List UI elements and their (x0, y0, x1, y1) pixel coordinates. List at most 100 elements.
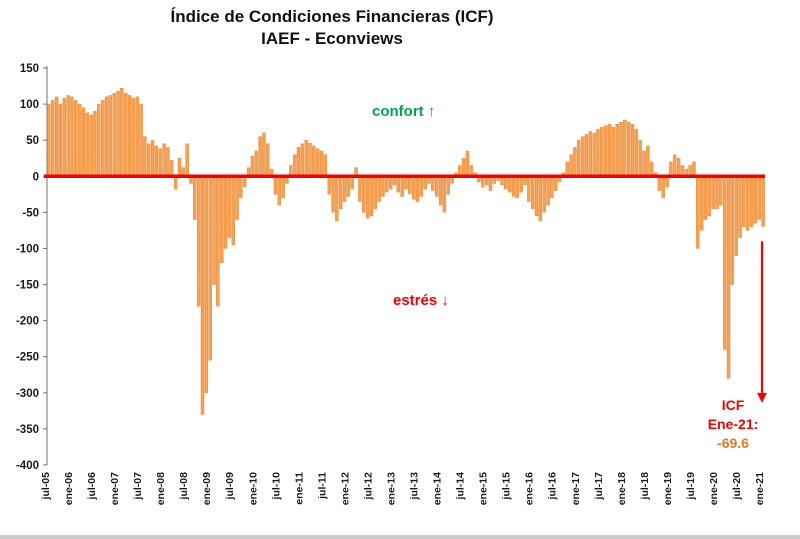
bar (423, 176, 427, 190)
bar (527, 176, 531, 202)
bar (707, 176, 712, 217)
x-tick-label: jul-18 (639, 472, 651, 501)
bar (177, 158, 182, 177)
bar (419, 176, 424, 197)
icf-callout-line2: Ene-21: (707, 416, 759, 432)
bar (135, 96, 139, 177)
bar (239, 176, 243, 199)
bar (281, 176, 285, 199)
bar (546, 176, 550, 206)
bar (346, 176, 351, 197)
bar (749, 176, 754, 227)
y-tick-label: -50 (22, 207, 39, 219)
bar (699, 176, 704, 231)
bar (127, 95, 132, 177)
bar (116, 90, 120, 177)
bar (104, 96, 109, 177)
bar (381, 176, 385, 197)
bar (396, 176, 401, 193)
x-tick-label: ene-11 (293, 472, 305, 505)
bar (519, 176, 523, 193)
bar (273, 176, 278, 195)
bar (719, 176, 723, 206)
stress-annotation: estrés ↓ (393, 292, 449, 309)
bar (62, 98, 66, 177)
bar (673, 154, 677, 177)
bar (488, 176, 493, 191)
bar (676, 158, 681, 177)
bar (388, 176, 393, 190)
x-tick-label: jul-08 (178, 472, 190, 501)
bar (511, 176, 516, 197)
bar (542, 176, 546, 213)
x-tick-label: jul-16 (547, 472, 559, 501)
bar (442, 176, 447, 213)
y-tick-label: -400 (16, 460, 39, 472)
bar (435, 176, 439, 197)
x-tick-label: ene-08 (155, 472, 167, 505)
x-tick-label: jul-13 (409, 472, 421, 501)
x-tick-label: jul-14 (455, 472, 467, 501)
bar (584, 134, 589, 177)
bar (596, 129, 600, 177)
bar (173, 176, 178, 190)
bar (580, 136, 585, 177)
y-tick-label: -250 (16, 352, 39, 364)
bar (66, 95, 70, 177)
y-tick-label: -200 (16, 316, 39, 328)
bar (85, 112, 90, 177)
bar (250, 155, 255, 177)
bar (323, 154, 328, 177)
bar (120, 88, 124, 177)
bar (339, 176, 343, 209)
x-tick-label: jul-11 (316, 472, 328, 500)
bar (47, 103, 51, 177)
bar (262, 132, 266, 177)
bar (208, 176, 212, 361)
bar (362, 176, 366, 213)
bar (603, 125, 608, 177)
bar (408, 176, 412, 194)
icf-callout: ICF Ene-21: -69.6 (690, 396, 776, 453)
bar (223, 176, 228, 249)
bar (112, 93, 116, 177)
x-tick-label: jul-19 (685, 472, 697, 501)
bar (97, 103, 101, 177)
bar (607, 124, 612, 177)
bar (730, 176, 735, 285)
bar (611, 127, 616, 177)
bar (154, 145, 159, 177)
bar (661, 176, 665, 199)
bar (373, 176, 377, 209)
bar (404, 176, 408, 190)
icf-callout-line1: ICF (721, 397, 745, 413)
bar (669, 161, 673, 177)
bar (577, 140, 581, 177)
x-tick-label: jul-12 (362, 472, 374, 501)
bar (335, 176, 339, 222)
bar (742, 176, 746, 227)
bar (634, 129, 639, 177)
x-tick-label: ene-09 (201, 472, 213, 505)
comfort-annotation-text: confort (372, 103, 424, 120)
bar (150, 140, 155, 177)
bar (170, 160, 174, 177)
bar (722, 176, 727, 350)
bar (761, 176, 765, 227)
bar (550, 176, 554, 199)
bar (319, 150, 324, 177)
chart-title-line1: Índice de Condiciones Financieras (ICF) (170, 7, 494, 26)
bar (369, 176, 374, 217)
y-tick-label: 150 (20, 63, 39, 75)
bar (308, 142, 312, 177)
bar (266, 143, 270, 177)
bar (696, 176, 700, 249)
bar (626, 121, 631, 177)
x-tick-label: jul-17 (593, 472, 605, 501)
bar (746, 176, 750, 231)
bar (538, 176, 543, 222)
bar (166, 147, 170, 177)
bar (465, 150, 470, 177)
bar (70, 96, 74, 177)
